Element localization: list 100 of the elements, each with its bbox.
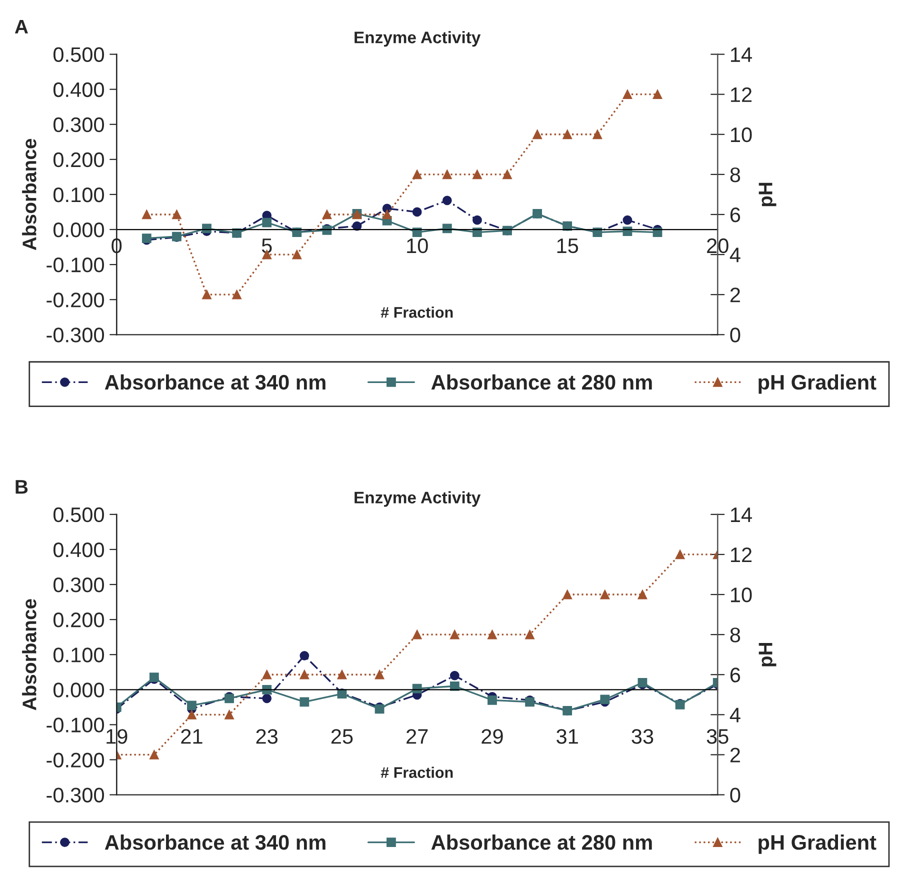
- point: [600, 590, 610, 600]
- point: [262, 218, 272, 228]
- point: [442, 196, 452, 206]
- point: [412, 207, 422, 217]
- y-tick-label: -0.200: [46, 292, 104, 308]
- point: [488, 695, 497, 705]
- point: [638, 590, 648, 600]
- y2-tick-label: 4: [730, 248, 740, 262]
- x-tick-label: 23: [256, 729, 278, 744]
- y2-tick-label: 8: [730, 628, 740, 642]
- y-tick-label: 0.400: [53, 82, 104, 98]
- point: [149, 750, 159, 760]
- point: [412, 228, 422, 237]
- x-tick-label: 33: [632, 729, 654, 744]
- y-tick-label: 0.200: [53, 612, 104, 628]
- y2-tick-label: 2: [730, 748, 740, 762]
- y-tick-label: -0.100: [46, 718, 104, 732]
- y-tick-label: 0.400: [53, 542, 104, 558]
- text: B: [16, 480, 28, 494]
- y-tick-label: -0.300: [46, 788, 104, 803]
- y2-tick-label: 12: [730, 547, 752, 562]
- y-axis-title: Absorbance: [22, 138, 36, 250]
- point: [172, 210, 182, 220]
- y-tick-label: -0.100: [46, 258, 104, 272]
- y2-tick-label: 4: [730, 708, 740, 722]
- point: [562, 130, 572, 140]
- point: [382, 210, 392, 220]
- y2-tick-label: 10: [730, 127, 752, 142]
- y-tick-label: 0.500: [53, 507, 104, 522]
- y-axis-title: Absorbance: [22, 599, 36, 710]
- text: A: [14, 20, 28, 34]
- point: [232, 290, 242, 300]
- y2-tick-label: 2: [730, 288, 740, 302]
- y-tick-label: 0.000: [53, 222, 104, 238]
- x-tick-label: 25: [331, 729, 353, 744]
- point: [502, 170, 512, 180]
- point: [592, 130, 602, 140]
- point: [472, 228, 482, 237]
- point: [262, 684, 272, 694]
- point: [224, 710, 234, 720]
- y-tick-label: 0.500: [53, 47, 104, 62]
- point: [292, 250, 302, 260]
- legend-label: Absorbance at 340 nm: [104, 834, 326, 850]
- point: [300, 670, 310, 680]
- y2-axis-title: pH: [758, 642, 776, 666]
- point: [262, 670, 272, 680]
- x-axis-title: # Fraction: [380, 306, 453, 318]
- y-tick-label: 0.000: [53, 682, 104, 698]
- point: [600, 694, 610, 704]
- y2-tick-label: 12: [730, 87, 752, 102]
- point: [412, 684, 422, 694]
- point: [450, 670, 460, 680]
- y-tick-label: 0.300: [53, 578, 104, 592]
- y-tick-label: 0.100: [53, 187, 104, 202]
- point: [675, 550, 685, 560]
- point: [142, 210, 152, 220]
- y-tick-label: 0.200: [53, 152, 104, 168]
- y2-tick-label: 0: [730, 328, 740, 342]
- legend-label: pH Gradient: [758, 374, 876, 394]
- point: [202, 290, 212, 300]
- y2-tick-label: 14: [730, 48, 752, 62]
- x-axis-title: # Fraction: [380, 766, 453, 778]
- point: [652, 90, 662, 100]
- point: [300, 650, 310, 660]
- point: [450, 630, 460, 640]
- y2-tick-label: 10: [730, 588, 752, 602]
- legend-label: Absorbance at 340 nm: [104, 374, 326, 390]
- y2-axis-title: pH: [758, 182, 776, 206]
- point: [300, 697, 310, 707]
- y2-tick-label: 6: [730, 668, 740, 682]
- x-tick-label: 29: [482, 729, 503, 744]
- y-tick-label: -0.300: [46, 328, 104, 342]
- y2-tick-label: 0: [730, 788, 740, 803]
- point: [412, 630, 422, 640]
- point: [337, 670, 347, 680]
- point: [488, 630, 497, 640]
- point: [412, 170, 422, 180]
- point: [532, 130, 542, 140]
- point: [622, 90, 632, 100]
- legend-label: Absorbance at 280 nm: [431, 834, 652, 850]
- chart-title: Enzyme Activity: [354, 31, 481, 47]
- point: [374, 670, 384, 680]
- point: [187, 710, 196, 720]
- point: [472, 215, 482, 225]
- chart-title: Enzyme Activity: [354, 491, 481, 507]
- point: [187, 700, 196, 710]
- y-tick-label: 0.300: [53, 117, 104, 132]
- x-tick-label: 27: [406, 729, 428, 744]
- point: [450, 681, 460, 691]
- point: [525, 630, 534, 640]
- y-tick-label: -0.200: [46, 752, 104, 768]
- y2-tick-label: 8: [730, 167, 740, 182]
- y2-tick-label: 6: [730, 207, 740, 222]
- x-tick-label: 21: [181, 729, 202, 744]
- x-tick-label: 31: [556, 729, 578, 744]
- legend-label: pH Gradient: [758, 834, 876, 854]
- y2-tick-label: 14: [730, 508, 752, 522]
- point: [442, 170, 452, 180]
- point: [562, 590, 572, 600]
- point: [262, 694, 272, 704]
